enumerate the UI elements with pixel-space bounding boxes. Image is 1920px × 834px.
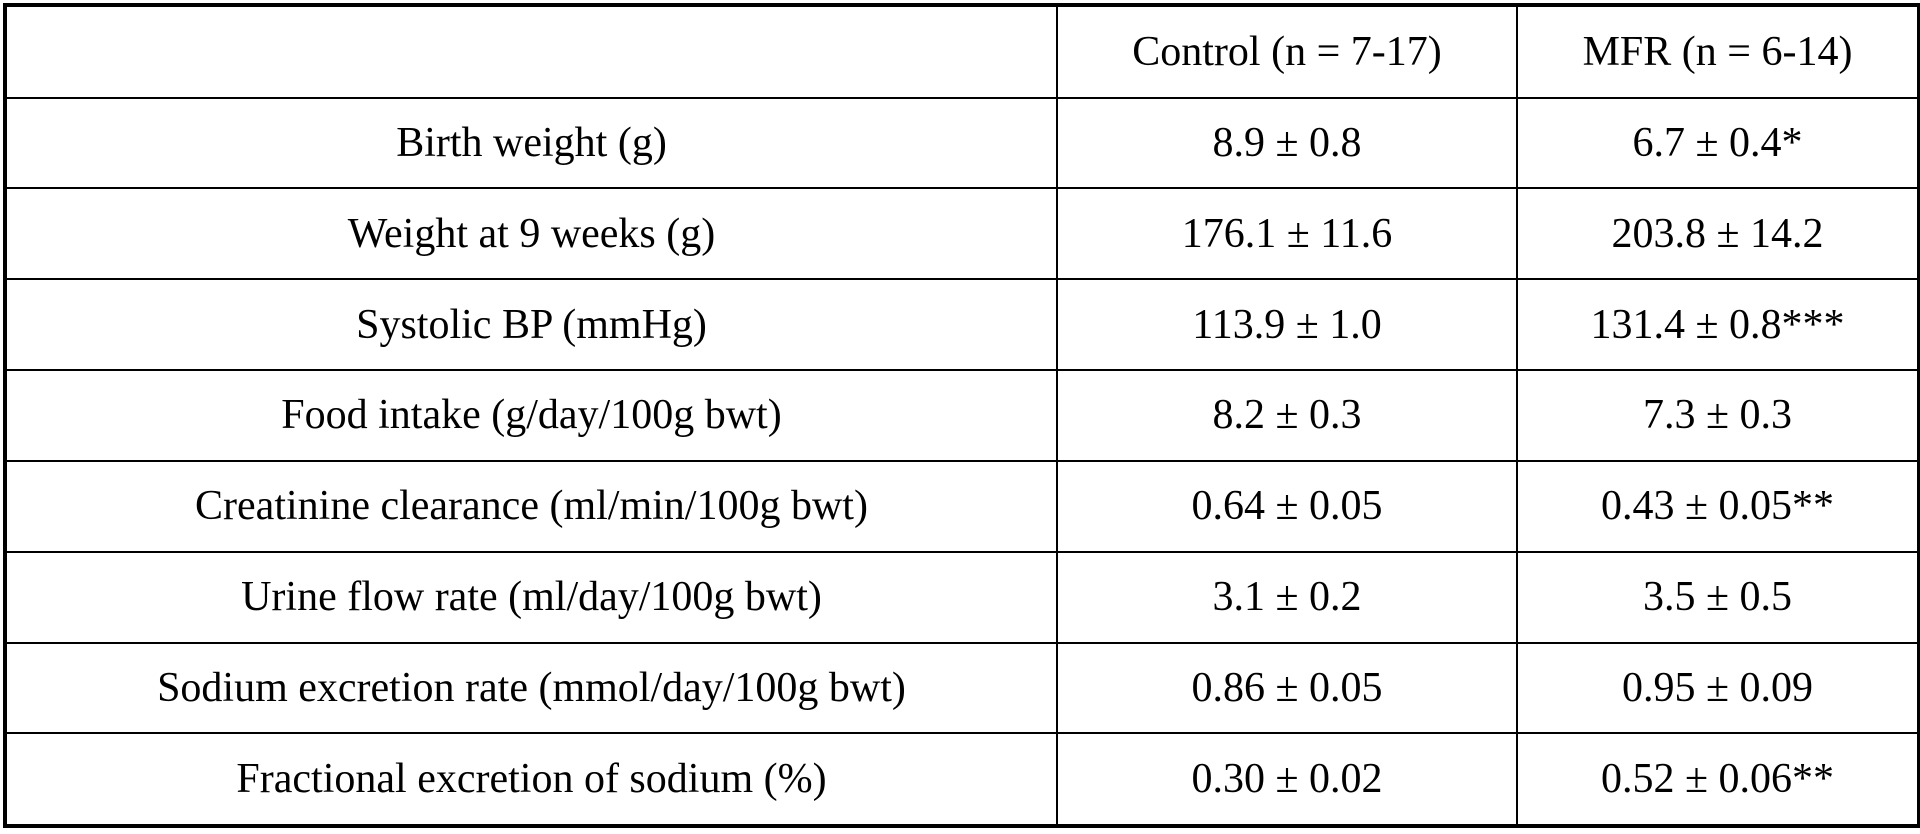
header-cell-label — [4, 4, 1058, 99]
table-row: Systolic BP (mmHg) 113.9 ± 1.0 131.4 ± 0… — [4, 278, 1920, 372]
row-label: Weight at 9 weeks (g) — [4, 187, 1058, 281]
mfr-value: 131.4 ± 0.8*** — [1516, 278, 1920, 372]
mfr-value: 0.95 ± 0.09 — [1516, 641, 1920, 735]
data-table: Control (n = 7-17) MFR (n = 6-14) Birth … — [3, 3, 1920, 828]
mfr-value: 3.5 ± 0.5 — [1516, 550, 1920, 644]
control-value: 0.30 ± 0.02 — [1056, 732, 1518, 827]
table-container: Control (n = 7-17) MFR (n = 6-14) Birth … — [0, 3, 1920, 834]
row-label: Creatinine clearance (ml/min/100g bwt) — [4, 459, 1058, 553]
table-row: Birth weight (g) 8.9 ± 0.8 6.7 ± 0.4* — [4, 96, 1920, 190]
control-value: 0.86 ± 0.05 — [1056, 641, 1518, 735]
header-row: Control (n = 7-17) MFR (n = 6-14) — [4, 4, 1920, 99]
control-value: 0.64 ± 0.05 — [1056, 459, 1518, 553]
header-cell-control: Control (n = 7-17) — [1056, 4, 1518, 99]
table-row: Sodium excretion rate (mmol/day/100g bwt… — [4, 641, 1920, 735]
table-row: Creatinine clearance (ml/min/100g bwt) 0… — [4, 459, 1920, 553]
table-row: Weight at 9 weeks (g) 176.1 ± 11.6 203.8… — [4, 187, 1920, 281]
mfr-value: 203.8 ± 14.2 — [1516, 187, 1920, 281]
control-value: 8.2 ± 0.3 — [1056, 369, 1518, 462]
header-cell-mfr: MFR (n = 6-14) — [1516, 4, 1920, 99]
row-label: Food intake (g/day/100g bwt) — [4, 369, 1058, 462]
row-label: Sodium excretion rate (mmol/day/100g bwt… — [4, 641, 1058, 735]
control-value: 3.1 ± 0.2 — [1056, 550, 1518, 644]
row-label: Urine flow rate (ml/day/100g bwt) — [4, 550, 1058, 644]
control-value: 8.9 ± 0.8 — [1056, 96, 1518, 190]
control-value: 113.9 ± 1.0 — [1056, 278, 1518, 372]
row-label: Birth weight (g) — [4, 96, 1058, 190]
mfr-value: 0.43 ± 0.05** — [1516, 459, 1920, 553]
table-row: Urine flow rate (ml/day/100g bwt) 3.1 ± … — [4, 550, 1920, 644]
control-value: 176.1 ± 11.6 — [1056, 187, 1518, 281]
row-label: Systolic BP (mmHg) — [4, 278, 1058, 372]
mfr-value: 7.3 ± 0.3 — [1516, 369, 1920, 462]
mfr-value: 6.7 ± 0.4* — [1516, 96, 1920, 190]
table-row: Food intake (g/day/100g bwt) 8.2 ± 0.3 7… — [4, 369, 1920, 462]
mfr-value: 0.52 ± 0.06** — [1516, 732, 1920, 827]
table-row: Fractional excretion of sodium (%) 0.30 … — [4, 732, 1920, 827]
row-label: Fractional excretion of sodium (%) — [4, 732, 1058, 827]
